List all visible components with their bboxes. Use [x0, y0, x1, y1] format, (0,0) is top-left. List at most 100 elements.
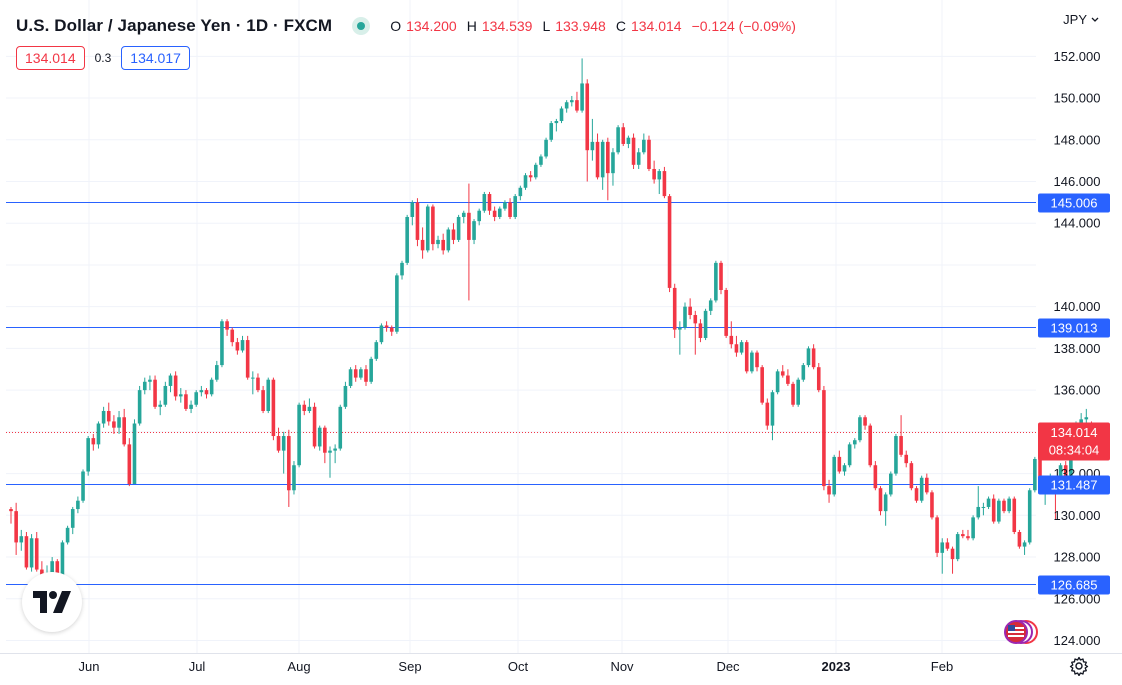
candle-body [55, 561, 60, 580]
candle [600, 139, 605, 190]
candle [780, 365, 785, 378]
candle-body [750, 352, 754, 372]
candle [729, 321, 734, 349]
price-tick-label: 146.000 [1054, 174, 1101, 189]
candle-body [698, 323, 703, 338]
candle [714, 260, 718, 303]
candle [724, 287, 728, 338]
candle [369, 356, 373, 384]
candle-body [60, 542, 65, 580]
candle [220, 319, 224, 368]
candle [184, 390, 188, 411]
price-tick-label: 128.000 [1054, 550, 1101, 565]
candle-body [991, 498, 996, 522]
candle-body [539, 156, 543, 165]
candle-body [508, 202, 512, 217]
candle [888, 471, 893, 497]
candle-body [935, 517, 939, 553]
candle [317, 425, 322, 451]
time-tick-label: Jul [189, 659, 206, 674]
candle [148, 375, 152, 391]
chevron-down-icon [1091, 17, 1099, 22]
sell-button[interactable]: 134.014 [16, 46, 85, 70]
candle [667, 194, 672, 293]
last-price-label: 134.014 [1051, 425, 1098, 440]
candle [312, 402, 317, 449]
candle [14, 502, 18, 555]
candle [868, 423, 873, 468]
candle [261, 385, 265, 414]
bar-countdown-label: 08:34:04 [1049, 443, 1100, 458]
low-value: 133.948 [555, 18, 606, 34]
candle-body [770, 392, 775, 426]
market-status-icon[interactable] [352, 17, 371, 35]
time-axis[interactable]: Jun Jul Aug Sep Oct Nov Dec 2023 Feb [0, 653, 1122, 675]
candle-body [261, 390, 265, 411]
candle-body [14, 511, 18, 543]
candle-body [91, 438, 96, 445]
candle-body [50, 561, 54, 574]
candle [786, 369, 790, 386]
candle-body [708, 300, 713, 311]
candle [549, 121, 554, 142]
candle-body [533, 164, 538, 178]
candle-body [436, 239, 440, 245]
price-badges: 145.006 139.013 131.487 126.685 134.014 08:34… [1038, 193, 1110, 595]
currency-selector[interactable]: JPY [1063, 12, 1100, 27]
candle [683, 302, 687, 330]
candle [528, 171, 533, 182]
candle-body [780, 371, 785, 376]
candle [389, 325, 394, 336]
candle [765, 398, 770, 430]
candle-body [24, 536, 29, 568]
candle-body [9, 509, 13, 512]
candle-body [734, 344, 739, 353]
candle [955, 531, 960, 562]
candle [395, 273, 399, 334]
tradingview-logo-icon[interactable] [22, 572, 82, 632]
candle-body [312, 406, 317, 447]
candle-body [317, 427, 322, 447]
candle-body [966, 536, 970, 539]
candle-body [724, 289, 728, 336]
candle-body [719, 262, 723, 290]
candle [652, 160, 656, 184]
candle [981, 502, 986, 516]
candle-body [523, 175, 528, 188]
candle [688, 298, 692, 320]
candle-body [204, 390, 209, 395]
candle-body [883, 494, 888, 512]
candle-body [142, 381, 147, 391]
horizontal-line-badge [1038, 193, 1110, 213]
buy-button[interactable]: 134.017 [121, 46, 190, 70]
candle [487, 191, 492, 215]
price-tick-label: 152.000 [1054, 49, 1101, 64]
candle [106, 402, 111, 426]
gear-icon[interactable] [1069, 656, 1089, 676]
candle-body [518, 187, 523, 197]
candle-body [672, 287, 677, 330]
candle-body [863, 417, 867, 426]
candle [410, 200, 415, 226]
symbol-title[interactable]: U.S. Dollar / Japanese Yen · 1D · FXCM [16, 16, 333, 35]
candle [158, 400, 163, 416]
candle-body [1002, 500, 1006, 512]
chart-grid [6, 0, 1036, 653]
candle [945, 538, 950, 551]
time-tick-label: Feb [931, 659, 953, 674]
candle-body [590, 141, 595, 151]
candle [508, 198, 512, 220]
price-axis[interactable]: 152.000 150.000 148.000 146.000 144.000 140.0… [1054, 49, 1101, 648]
candle [292, 461, 296, 495]
candle-body [904, 454, 909, 464]
candle [544, 137, 548, 159]
currency-flags-icon[interactable] [994, 619, 1040, 645]
candle [570, 95, 574, 107]
low-key: L [542, 18, 551, 34]
candle [971, 515, 975, 541]
candle [230, 327, 235, 347]
candle-body [101, 410, 106, 424]
candle [801, 363, 806, 382]
candle [86, 436, 90, 476]
